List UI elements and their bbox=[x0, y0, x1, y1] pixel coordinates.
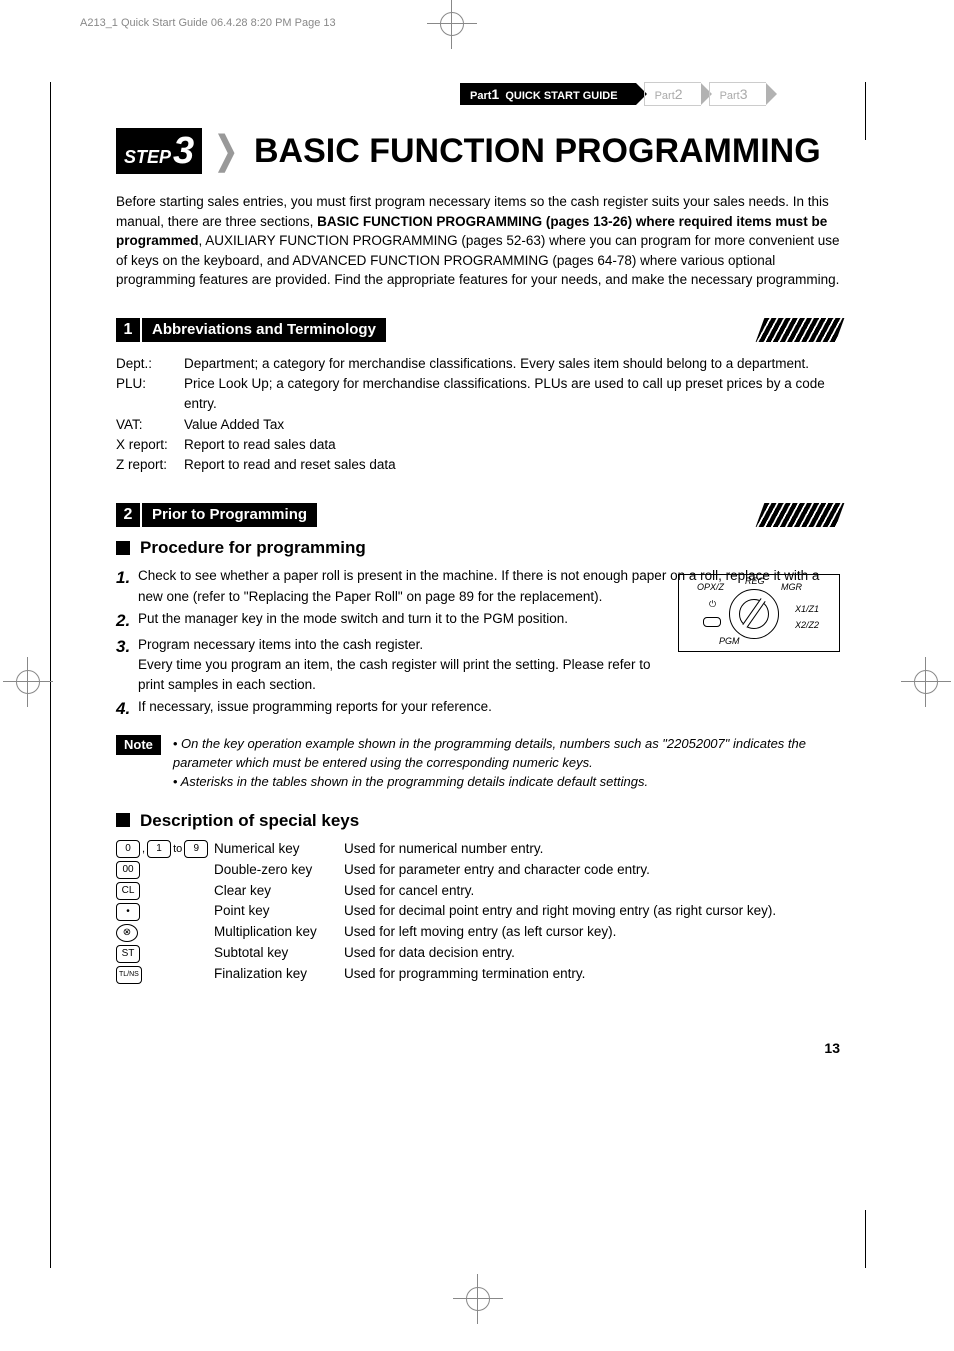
key-name: Subtotal key bbox=[214, 943, 344, 964]
key-name: Multiplication key bbox=[214, 922, 344, 943]
key-desc: Used for data decision entry. bbox=[344, 943, 840, 964]
registration-mark-icon bbox=[16, 670, 40, 694]
crop-mark-right-bottom bbox=[865, 1210, 866, 1268]
keycap-icon: 1 bbox=[147, 840, 171, 858]
power-icon: ⏻ bbox=[709, 599, 716, 610]
def-term: X report: bbox=[116, 435, 184, 455]
page-number: 13 bbox=[824, 1041, 840, 1055]
key-name: Finalization key bbox=[214, 964, 344, 985]
tab-part2: Part2 bbox=[644, 82, 701, 106]
part-tabs: Part1 QUICK START GUIDE Part2 Part3 bbox=[460, 82, 840, 106]
step-number: 3. bbox=[116, 635, 138, 696]
step-number: 4. bbox=[116, 697, 138, 721]
step-paren-icon: ❭ bbox=[210, 132, 242, 170]
keycap-icon: TL/NS bbox=[116, 966, 142, 984]
key-name: Clear key bbox=[214, 881, 344, 902]
registration-mark-icon bbox=[440, 12, 464, 36]
key-desc: Used for left moving entry (as left curs… bbox=[344, 922, 840, 943]
def-text: Report to read and reset sales data bbox=[184, 455, 396, 475]
key-desc: Used for decimal point entry and right m… bbox=[344, 901, 840, 922]
keycap-icon: 00 bbox=[116, 861, 140, 879]
key-desc: Used for programming termination entry. bbox=[344, 964, 840, 985]
section-header-1: 1 Abbreviations and Terminology bbox=[116, 318, 840, 342]
subsection-special-keys: Description of special keys bbox=[116, 812, 840, 829]
definitions-list: Dept.:Department; a category for merchan… bbox=[116, 354, 840, 476]
step-text: If necessary, issue programming reports … bbox=[138, 697, 840, 721]
page-title: BASIC FUNCTION PROGRAMMING bbox=[254, 134, 821, 168]
keycap-icon: ST bbox=[116, 945, 140, 963]
key-name: Point key bbox=[214, 901, 344, 922]
special-keys-table: 0,1to9Numerical keyUsed for numerical nu… bbox=[116, 839, 840, 985]
key-desc: Used for cancel entry. bbox=[344, 881, 840, 902]
def-text: Value Added Tax bbox=[184, 415, 284, 435]
receipt-icon bbox=[703, 617, 721, 627]
square-bullet-icon bbox=[116, 541, 130, 555]
tab-part3: Part3 bbox=[709, 82, 766, 106]
def-text: Price Look Up; a category for merchandis… bbox=[184, 374, 840, 415]
tab-part1: Part1 QUICK START GUIDE bbox=[460, 83, 636, 105]
def-term: VAT: bbox=[116, 415, 184, 435]
procedure-block: 1.Check to see whether a paper roll is p… bbox=[116, 566, 840, 721]
keycap-icon: • bbox=[116, 903, 140, 921]
keycap-icon: 9 bbox=[184, 840, 208, 858]
def-term: PLU: bbox=[116, 374, 184, 415]
def-text: Department; a category for merchandise c… bbox=[184, 354, 809, 374]
crop-mark-left bbox=[50, 82, 51, 1268]
step-number: 2. bbox=[116, 609, 138, 633]
intro-paragraph: Before starting sales entries, you must … bbox=[116, 192, 840, 290]
def-term: Z report: bbox=[116, 455, 184, 475]
key-name: Double-zero key bbox=[214, 860, 344, 881]
step-badge: STEP 3 bbox=[116, 128, 202, 174]
square-bullet-icon bbox=[116, 813, 130, 827]
crop-mark-right-top bbox=[865, 82, 866, 140]
mode-switch-diagram: REG OPX/Z MGR X1/Z1 X2/Z2 PGM ⏻ bbox=[678, 574, 840, 652]
subsection-procedure: Procedure for programming bbox=[116, 539, 840, 556]
def-term: Dept.: bbox=[116, 354, 184, 374]
print-header: A213_1 Quick Start Guide 06.4.28 8:20 PM… bbox=[80, 18, 336, 29]
key-name: Numerical key bbox=[214, 839, 344, 860]
registration-mark-icon bbox=[466, 1287, 490, 1311]
note-block: Note • On the key operation example show… bbox=[116, 735, 840, 792]
keycap-icon: 0 bbox=[116, 840, 140, 858]
keycap-icon: ⊗ bbox=[116, 924, 138, 942]
key-desc: Used for numerical number entry. bbox=[344, 839, 840, 860]
key-desc: Used for parameter entry and character c… bbox=[344, 860, 840, 881]
section-header-2: 2 Prior to Programming bbox=[116, 503, 840, 527]
def-text: Report to read sales data bbox=[184, 435, 336, 455]
registration-mark-icon bbox=[914, 670, 938, 694]
step-number: 1. bbox=[116, 566, 138, 607]
keycap-icon: CL bbox=[116, 882, 140, 900]
